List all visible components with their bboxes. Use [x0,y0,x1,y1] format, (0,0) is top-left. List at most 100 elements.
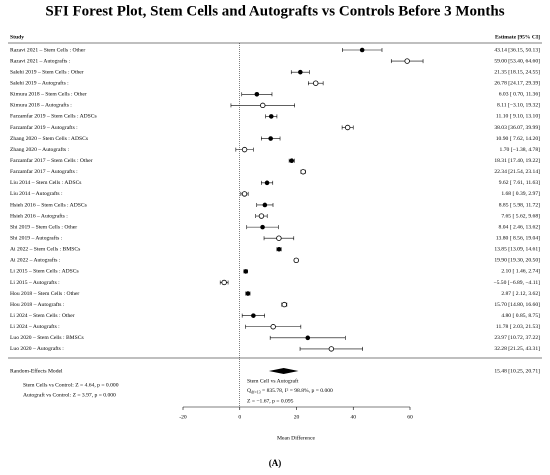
estimate-label: 10.90 [ 7.62, 14.20] [496,136,540,142]
estimate-label: 2.87 [ 2.12, 3.62] [501,291,540,297]
estimate-label: 13.80 [ 8.56, 19.04] [496,235,540,241]
point-estimate [268,114,274,119]
point-estimate [281,301,287,308]
study-label: Razavi 2021 – Autografts : [10,57,71,64]
annotation: Qdf=13 = 835.78, I² = 98.8%, p = 0.000 [247,388,333,394]
study-label: Farzamfar 2019 – Autografts : [10,124,78,131]
estimate-label: 1.70 [−1.38, 4.78] [500,147,541,153]
annotation: Stem Cells vs Control: Z = 4.64, p = 0.0… [23,382,119,388]
point-estimate [245,291,251,296]
point-estimate [359,47,365,53]
estimate-label: 7.65 [ 5.62, 9.68] [501,213,540,219]
estimate-label: 13.85 [13.09, 14.61] [494,247,540,253]
estimate-label: 8.04 [ 2.46, 13.62] [499,224,541,230]
estimate-label: 23.97 [10.72, 37.22] [494,335,540,341]
estimate-label: 9.62 [ 7.61, 11.63] [499,180,540,186]
study-label: Shi 2019 – Autografts : [10,234,63,241]
x-tick-label: 20 [294,414,300,420]
annotation: Q [247,388,251,394]
study-label: Farzamfar 2017 – Autografts : [10,168,78,175]
point-estimate [262,202,268,208]
point-estimate [276,235,282,241]
study-label: Hou 2018 – Autografts : [10,301,65,308]
study-label: Salehi 2019 – Stem Cells : Other [10,69,84,75]
estimate-label: 38.03 [36.07, 39.99] [494,125,540,131]
point-estimate [298,69,303,75]
study-label: Li 2024 – Autografts : [10,323,60,330]
estimate-label: 11.78 [ 2.03, 21.53] [496,324,540,330]
point-estimate [305,335,311,341]
estimate-label: −5.50 [−6.89, −4.11] [493,280,540,286]
study-label: Razavi 2021 – Stem Cells : Other [10,47,85,53]
summary-diamond [268,368,299,374]
study-label: Kimura 2018 – Autografts : [10,102,72,109]
x-axis-label: Mean Difference [277,434,315,441]
estimate-label: 59.00 [53.40, 64.60] [494,58,540,64]
estimate-label: 18.31 [17.40, 19.22] [494,158,540,164]
estimate-label: 43.14 [36.15, 50.13] [494,47,540,53]
point-estimate [270,324,276,330]
study-label: Salehi 2019 – Autografts : [10,79,69,86]
point-estimate [241,191,248,197]
point-estimate [313,80,319,86]
study-label: Li 2015 – Autografts : [10,279,60,286]
annotation: = 835.78, I² = 98.8%, p = 0.000 [261,388,333,394]
annotation: Z = −1.67, p = 0.095 [247,398,294,404]
study-label: Hou 2018 – Stem Cells : Other [10,291,79,297]
annotation: Stem Cell vs Autograft [247,377,299,384]
x-tick-label: 40 [350,414,356,420]
study-label: Kimura 2018 – Stem Cells : Other [10,92,87,98]
estimate-label: 32.28 [21.25, 43.31] [494,346,540,352]
point-estimate [276,246,282,252]
point-estimate [328,346,335,352]
point-estimate [243,269,249,274]
estimate-label: 1.68 [ 0.39, 2.97] [501,191,540,197]
study-label: Luo 2020 – Stem Cells : BMSCs [10,335,84,341]
study-label: Zhang 2020 – Autografts : [10,146,69,153]
annotation: Autograft vs Control: Z = 3.97, p = 0.00… [23,391,116,398]
point-estimate [404,58,410,64]
estimate-label: 11.10 [ 9.10, 13.10] [496,114,540,120]
estimate-label: 15.70 [14.80, 16.60] [494,302,540,308]
estimate-header: Estimate [95% CI] [495,34,540,40]
point-estimate [268,136,273,141]
estimate-label: 22.34 [21.54, 23.14] [494,169,540,175]
point-estimate [241,146,248,153]
study-label: Zhang 2020 – Stem Cells : ADSCs [10,136,88,142]
study-label: Li 2024 – Stem Cells : Other [10,313,75,319]
study-label: Farzamfar 2019 – Stem Cells : ADSCs [10,113,97,120]
estimate-label: 8.11 [−3.10, 19.32] [497,103,540,109]
point-estimate [254,91,260,97]
summary-estimate: 15.48 [10.25, 20.71] [494,368,540,374]
study-label: Ai 2022 – Stem Cells : BMSCs [10,247,80,253]
study-label: Liu 2014 – Autografts : [10,190,63,197]
estimate-label: 21.35 [18.15, 24.55] [494,69,540,75]
caption: (A) [269,458,282,468]
point-estimate [264,180,270,186]
point-estimate [221,279,227,286]
point-estimate [251,313,256,318]
study-label: Farzamfar 2017 – Stem Cells : Other [10,157,93,164]
x-tick-label: 60 [407,414,413,420]
point-estimate [293,257,299,264]
x-tick-label: -20 [179,414,187,420]
summary-label: Random-Effects Model [10,367,63,374]
point-estimate [260,224,265,230]
study-label: Luo 2020 – Autografts : [10,345,64,352]
study-header: Study [10,34,24,40]
point-estimate [344,124,351,131]
estimate-label: 6.03 [ 0.70, 11.36] [499,92,540,98]
estimate-label: 26.78 [24.17, 29.39] [494,80,540,86]
study-label: Li 2015 – Stem Cells : ADSCs [10,269,79,275]
estimate-label: 19.90 [19.30, 20.50] [494,258,540,264]
annotation: df=13 [251,389,261,394]
chart-title: SFI Forest Plot, Stem Cells and Autograf… [45,3,504,19]
study-label: Ai 2022 – Autografts : [10,257,61,264]
point-estimate [300,169,306,175]
study-label: Shi 2019 – Stem Cells : Other [10,224,77,230]
x-tick-label: 0 [238,414,241,420]
estimate-label: 8.85 [ 5.98, 11.72] [499,202,540,208]
study-label: Liu 2014 – Stem Cells : ADSCs [10,180,81,186]
study-label: Hsieh 2016 – Autografts : [10,212,68,219]
